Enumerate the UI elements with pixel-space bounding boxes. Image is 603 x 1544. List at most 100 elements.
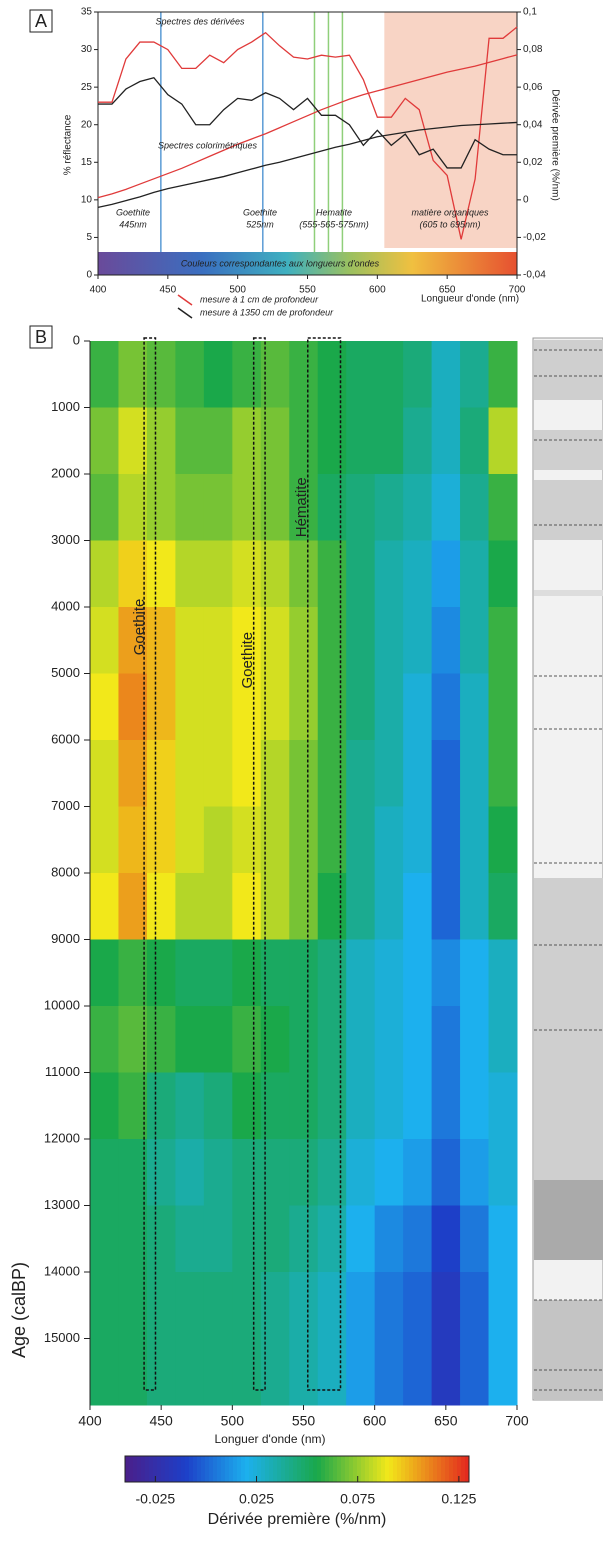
heat-cell: [90, 474, 119, 541]
colorbar-step: [437, 1456, 442, 1482]
heat-cell: [175, 673, 205, 741]
heat-cell: [403, 673, 433, 741]
heat-cell: [118, 1006, 148, 1073]
heat-cell: [431, 873, 461, 940]
heat-cell: [431, 673, 461, 741]
colorbar-step: [417, 1456, 422, 1482]
colorbar-step: [157, 1456, 162, 1482]
heat-cell: [374, 939, 404, 1007]
heat-cell: [346, 1072, 376, 1140]
colorbar-step: [277, 1456, 282, 1482]
x-tick-label: 400: [90, 285, 107, 296]
colorbar-tick-label: 0.125: [441, 1491, 476, 1507]
heat-cell: [346, 740, 376, 807]
heat-cell: [146, 1338, 176, 1406]
x-tick-label: 550: [292, 1413, 316, 1429]
heat-cell: [175, 341, 205, 408]
heat-cell: [460, 873, 490, 940]
heat-cell: [460, 341, 490, 408]
heat-cell: [403, 740, 433, 807]
heat-cell: [431, 1072, 461, 1140]
heat-cell: [431, 407, 461, 475]
heat-cell: [488, 1139, 518, 1206]
x-tick-label: 600: [369, 285, 386, 296]
colorbar-step: [345, 1456, 350, 1482]
colorbar-step: [169, 1456, 174, 1482]
heat-cell: [346, 1006, 376, 1073]
y2-tick-label: 0,1: [523, 7, 537, 18]
x-tick-label: 550: [299, 285, 316, 296]
heat-cell: [289, 474, 319, 541]
colorbar-step: [393, 1456, 398, 1482]
heat-cell: [289, 1139, 319, 1206]
heat-cell: [317, 873, 347, 940]
heat-cell: [460, 673, 490, 741]
heat-cell: [431, 939, 461, 1007]
annotation: 445nm: [119, 219, 147, 229]
heat-cell: [488, 341, 518, 408]
colorbar-step: [149, 1456, 154, 1482]
heat-cell: [431, 1272, 461, 1339]
y-tick-label: 30: [81, 44, 93, 55]
heat-cell: [203, 1072, 233, 1140]
x-tick-label: 500: [229, 285, 246, 296]
colorbar-step: [333, 1456, 338, 1482]
heat-cell: [346, 1338, 376, 1406]
heat-cell: [317, 673, 347, 741]
heat-cell: [374, 1006, 404, 1073]
legend-swatch: [177, 294, 193, 306]
annotation: Couleurs correspondantes aux longueurs d…: [181, 258, 380, 268]
heat-cell: [374, 740, 404, 807]
colorbar-step: [233, 1456, 238, 1482]
heat-cell: [374, 873, 404, 940]
y-tick-label: 20: [81, 119, 93, 130]
heat-cell: [203, 1139, 233, 1206]
heat-cell: [146, 740, 176, 807]
colorbar-label: Dérivée première (%/nm): [208, 1511, 387, 1528]
colorbar-step: [449, 1456, 454, 1482]
heat-cell: [203, 1205, 233, 1273]
heat-cell: [488, 1338, 518, 1406]
annotation: (605 to 695nm): [419, 219, 480, 229]
heat-cell: [374, 1205, 404, 1273]
colorbar-step: [457, 1456, 462, 1482]
colorbar-step: [389, 1456, 394, 1482]
heat-cell: [431, 474, 461, 541]
heat-cell: [146, 1072, 176, 1140]
heat-cell: [460, 1338, 490, 1406]
colorbar-step: [337, 1456, 342, 1482]
colorbar-step: [125, 1456, 130, 1482]
colorbar-step: [137, 1456, 142, 1482]
annotation: Spectres colorimétriques: [158, 140, 258, 150]
y-tick-label: 10: [81, 194, 93, 205]
series-line: [98, 26, 518, 240]
heat-cell: [488, 806, 518, 874]
heat-cell: [175, 1006, 205, 1073]
heat-cell: [118, 1072, 148, 1140]
heat-cell: [431, 806, 461, 874]
heat-cell: [488, 873, 518, 940]
heat-cell: [460, 806, 490, 874]
y-tick-label: 25: [81, 82, 93, 93]
heat-cell: [317, 1139, 347, 1206]
heat-cell: [90, 1072, 119, 1140]
colorbar-step: [305, 1456, 310, 1482]
heat-cell: [317, 1272, 347, 1339]
heat-cell: [146, 806, 176, 874]
heat-cell: [175, 607, 205, 674]
heat-cell: [431, 607, 461, 674]
heat-cell: [317, 540, 347, 608]
heat-cell: [203, 1006, 233, 1073]
colorbar-step: [341, 1456, 346, 1482]
legend-swatch: [177, 307, 193, 319]
x-axis-label: Longuer d'onde (nm): [214, 1432, 325, 1446]
dashed-box: [307, 337, 342, 1391]
dashed-box: [252, 337, 266, 1391]
colorbar-step: [445, 1456, 450, 1482]
y-tick-label: 7000: [51, 798, 80, 813]
x-tick-label: 700: [505, 1413, 529, 1429]
x-tick-label: 700: [509, 285, 526, 296]
colorbar-step: [225, 1456, 230, 1482]
heat-cell: [317, 1205, 347, 1273]
